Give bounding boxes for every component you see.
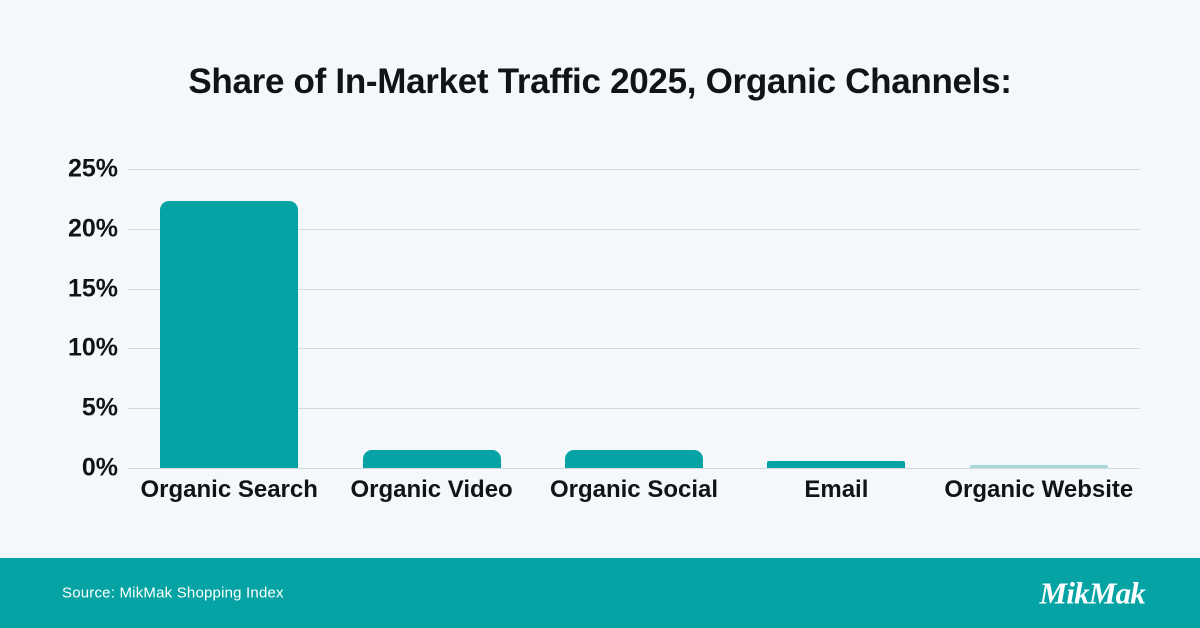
- gridline: [128, 468, 1140, 469]
- footer-bar: Source: MikMak Shopping Index MikMak: [0, 558, 1200, 628]
- gridline: [128, 348, 1140, 350]
- gridline: [128, 408, 1140, 410]
- x-axis-tick: Organic Video: [350, 476, 513, 503]
- bar[interactable]: [160, 201, 299, 468]
- x-axis-tick: Organic Search: [140, 476, 318, 503]
- y-axis-tick: 20%: [67, 214, 118, 243]
- bar[interactable]: [969, 465, 1108, 468]
- gridline: [128, 288, 1140, 290]
- mikmak-logo: MikMak: [1039, 575, 1146, 611]
- bar-slot: [969, 169, 1108, 468]
- y-axis-tick: 10%: [67, 333, 118, 362]
- gridline: [128, 169, 1140, 170]
- bar-slot: [160, 169, 299, 468]
- bar[interactable]: [565, 450, 703, 468]
- source-label: Source: MikMak Shopping Index: [62, 584, 284, 602]
- bar[interactable]: [362, 450, 501, 468]
- bar-slot: [767, 169, 906, 468]
- x-axis-tick: Organic Social: [549, 476, 719, 503]
- y-axis-tick: 0%: [81, 453, 118, 482]
- x-axis-tick: Organic Website: [944, 476, 1134, 503]
- bar-slot: [565, 169, 703, 468]
- chart-title: Share of In-Market Traffic 2025, Organic…: [188, 62, 1012, 101]
- bar[interactable]: [767, 460, 906, 468]
- gridline: [128, 228, 1140, 230]
- chart-gridlines: [128, 169, 1140, 469]
- x-axis: Organic Search Organic Video Organic Socia…: [128, 474, 1140, 514]
- y-axis-tick: 5%: [81, 393, 118, 422]
- bar-series: [128, 169, 1140, 468]
- y-axis: 0% 5% 10% 15% 20% 25%: [0, 156, 118, 480]
- bar-slot: [362, 169, 501, 468]
- y-axis-tick: 15%: [67, 274, 118, 303]
- y-axis-tick: 25%: [67, 154, 118, 183]
- x-axis-tick: Email: [804, 476, 869, 503]
